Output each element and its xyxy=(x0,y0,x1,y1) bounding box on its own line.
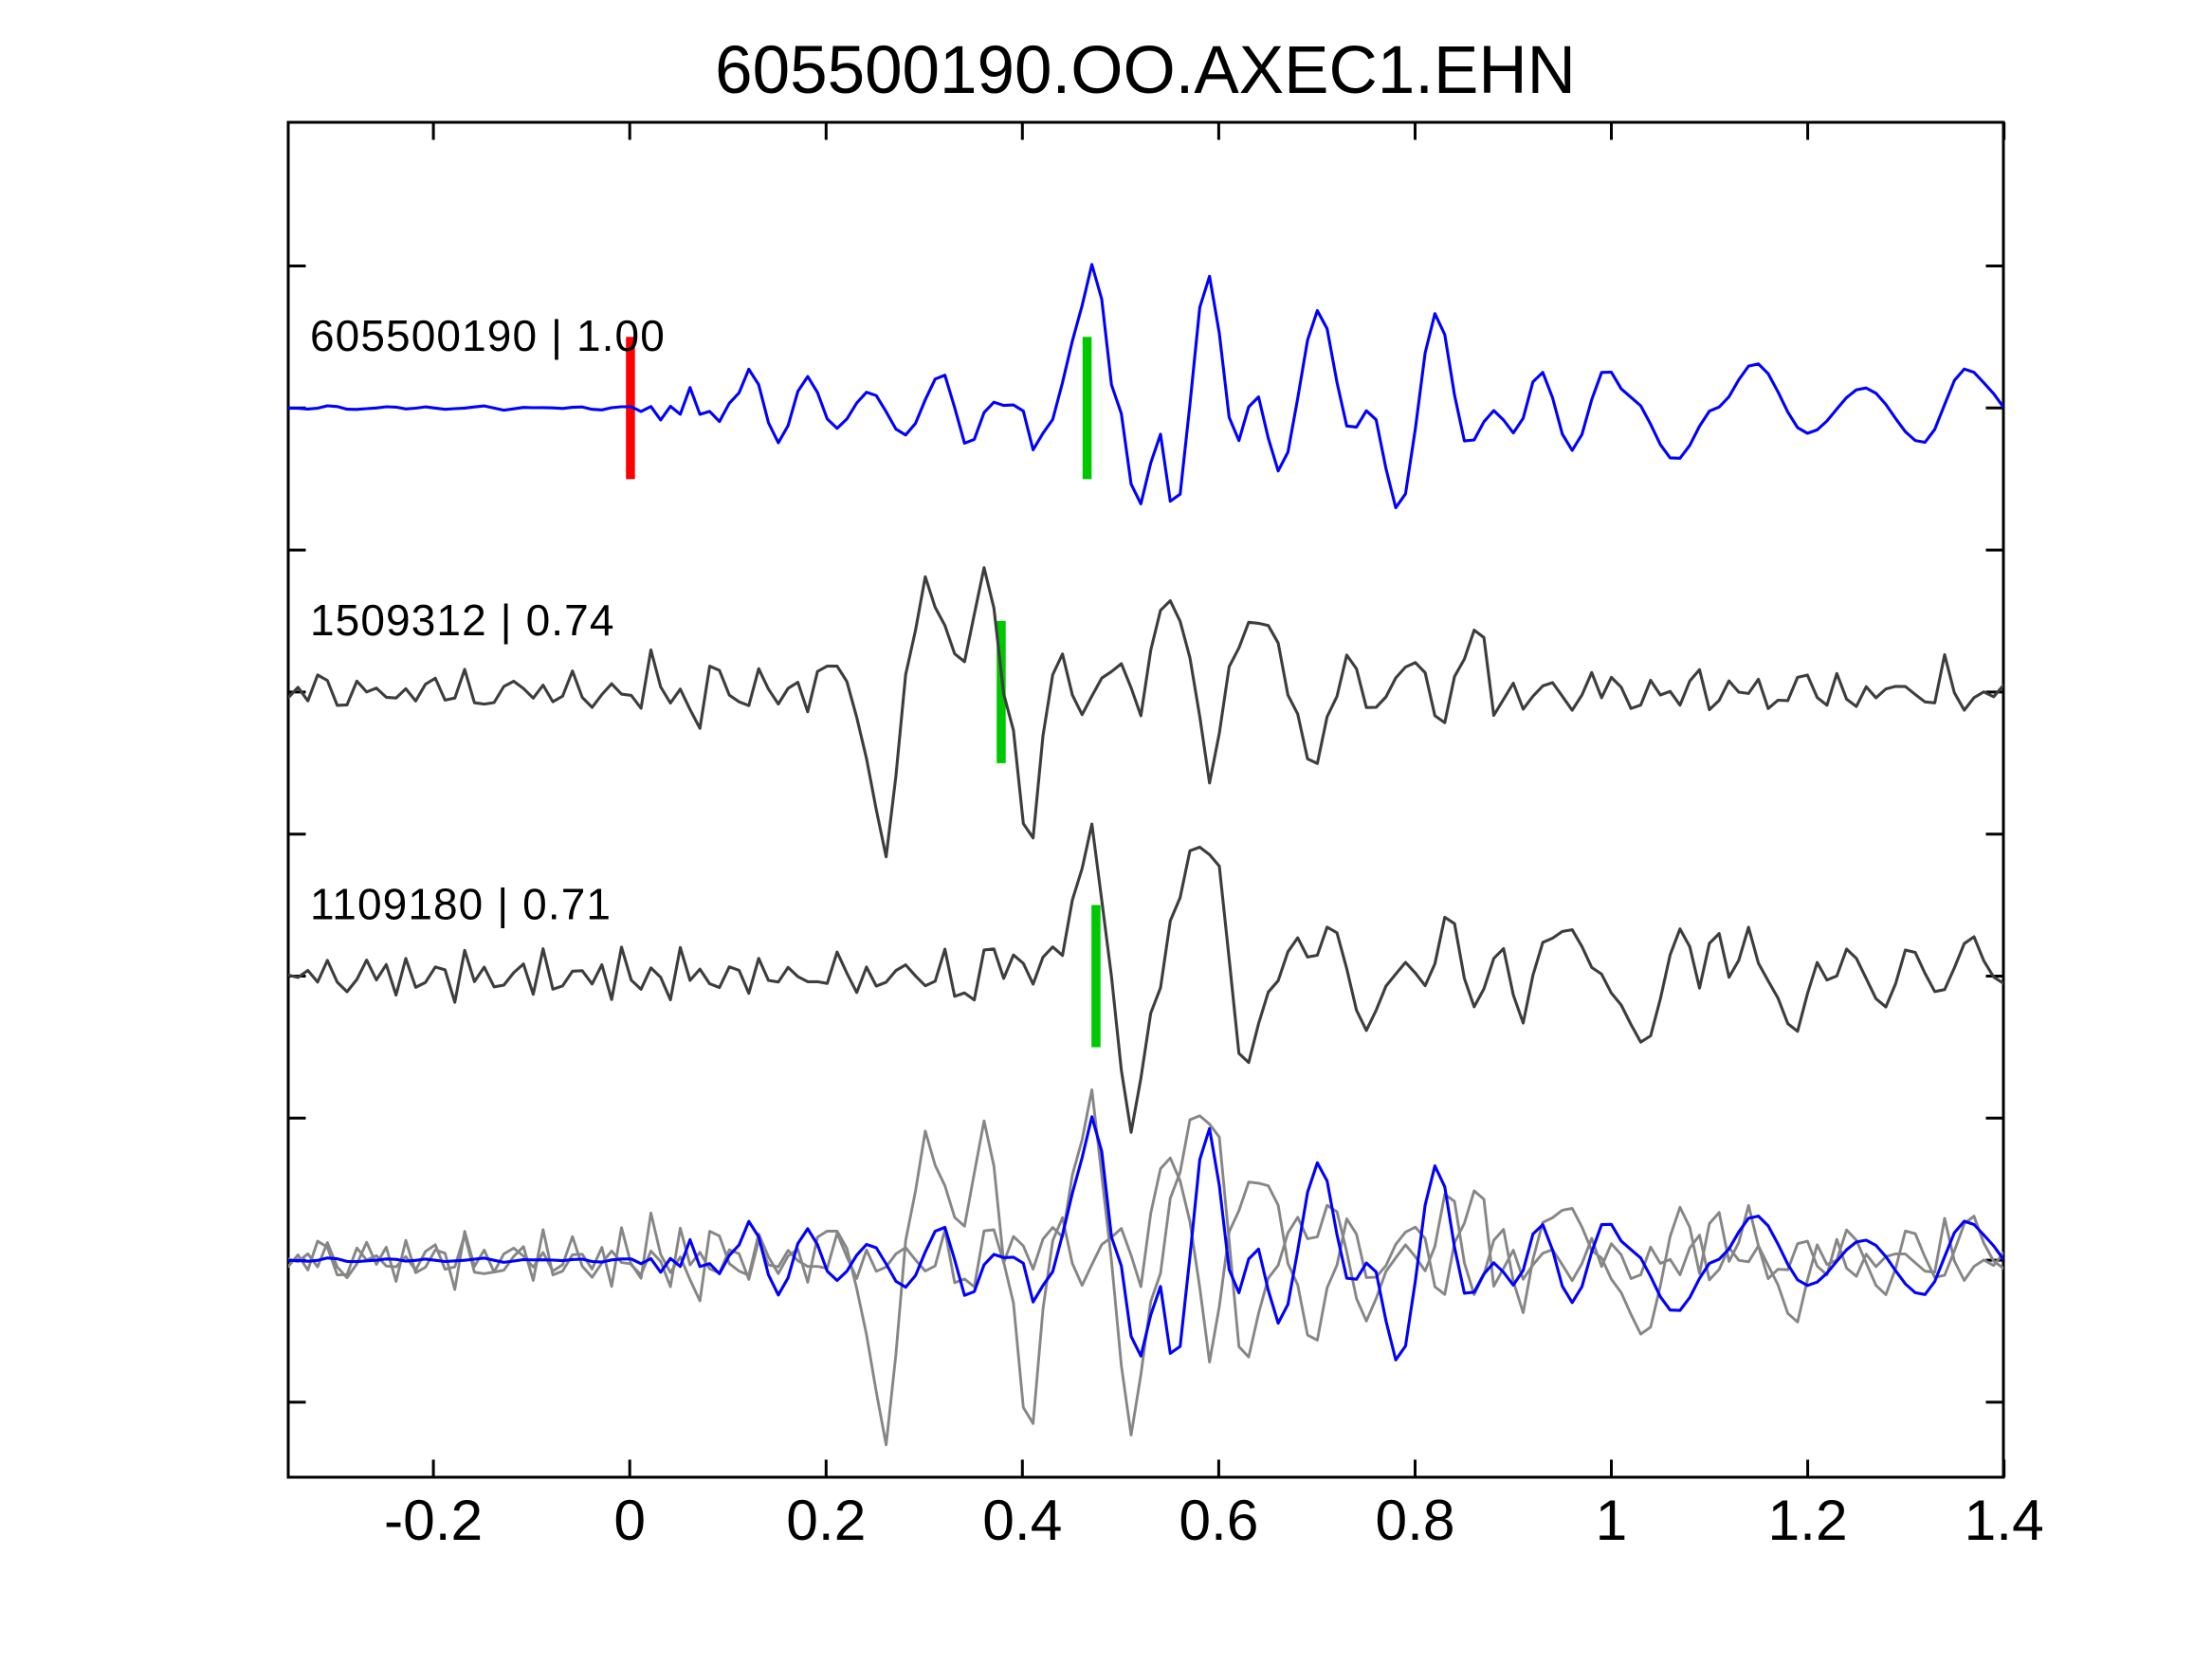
svg-text:1.2: 1.2 xyxy=(1768,1488,1848,1552)
svg-text:0.6: 0.6 xyxy=(1179,1488,1258,1552)
svg-text:1.4: 1.4 xyxy=(1965,1488,2044,1552)
svg-text:0.8: 0.8 xyxy=(1375,1488,1454,1552)
svg-text:1: 1 xyxy=(1596,1488,1628,1552)
svg-text:605500190.OO.AXEC1.EHN: 605500190.OO.AXEC1.EHN xyxy=(715,33,1576,108)
svg-text:0.4: 0.4 xyxy=(982,1488,1062,1552)
svg-text:-0.2: -0.2 xyxy=(384,1488,483,1552)
svg-text:605500190 | 1.00: 605500190 | 1.00 xyxy=(310,311,666,360)
svg-text:1509312 | 0.74: 1509312 | 0.74 xyxy=(310,595,615,645)
svg-text:0: 0 xyxy=(613,1488,646,1552)
svg-text:1109180 | 0.71: 1109180 | 0.71 xyxy=(310,880,612,929)
svg-text:0.2: 0.2 xyxy=(786,1488,866,1552)
